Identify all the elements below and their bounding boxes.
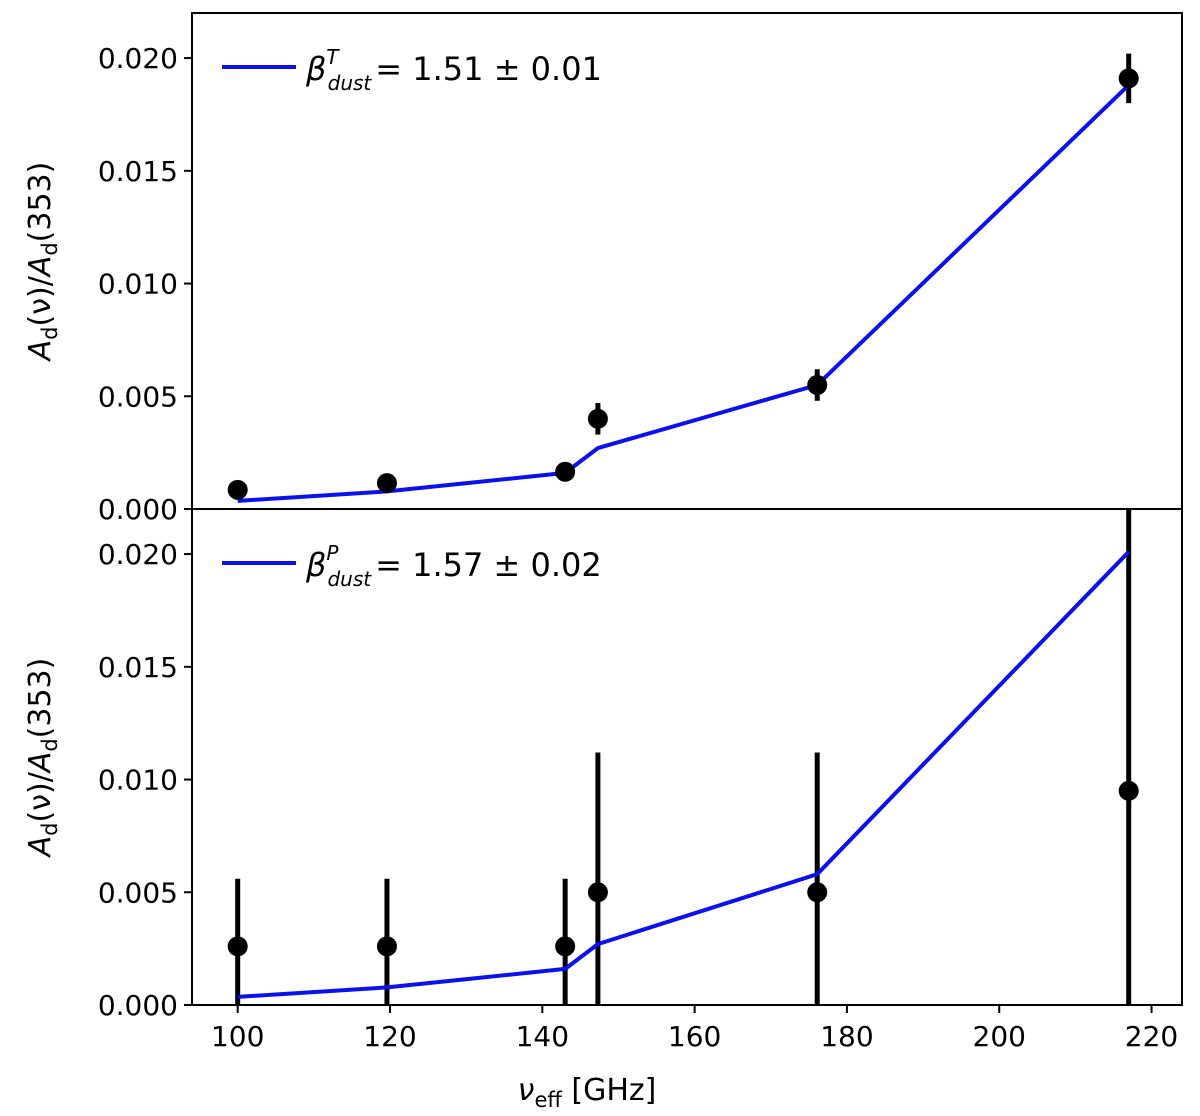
bottom-y-tick-label-2: 0.010 xyxy=(98,764,178,797)
bottom-legend-label: βP dust = 1.57 ± 0.02 xyxy=(305,541,602,591)
bottom-plot-area xyxy=(227,509,1139,1005)
bottom-y-tick-label-4: 0.020 xyxy=(98,538,178,571)
bottom-model-line xyxy=(237,550,1131,999)
x-tick-label-5: 200 xyxy=(973,1020,1026,1053)
bottom-panel: 0.000 0.005 0.010 0.015 0.020 100 120 140 160 18… xyxy=(23,508,1183,1112)
bottom-legend: βP dust = 1.57 ± 0.02 xyxy=(222,541,602,591)
top-data-point-3 xyxy=(587,408,608,429)
bottom-y-tick-label-1: 0.005 xyxy=(98,876,178,909)
bottom-x-ticks: 100 120 140 160 180 200 220 xyxy=(211,1005,1178,1053)
bottom-data-point-1 xyxy=(376,936,397,957)
top-legend-label: βT dust = 1.51 ± 0.01 xyxy=(305,45,602,95)
top-data-point-4 xyxy=(807,375,828,395)
top-data-point-2 xyxy=(555,461,576,482)
bottom-data-point-4 xyxy=(807,882,828,903)
bottom-data-point-2 xyxy=(555,936,576,957)
top-y-ticks: 0.000 0.005 0.010 0.015 0.020 xyxy=(98,42,192,526)
top-plot-area xyxy=(227,53,1139,503)
top-legend: βT dust = 1.51 ± 0.01 xyxy=(222,45,602,95)
top-y-axis-label: Ad(ν)/Ad(353) xyxy=(23,162,62,363)
x-tick-label-4: 180 xyxy=(820,1020,873,1053)
top-data-point-1 xyxy=(376,473,397,494)
top-y-tick-label-0: 0.000 xyxy=(98,493,178,526)
top-y-tick-label-3: 0.015 xyxy=(98,155,178,188)
x-axis-label: νeff [GHz] xyxy=(518,1073,657,1112)
x-tick-label-0: 100 xyxy=(211,1020,264,1053)
bottom-y-axis-label: Ad(ν)/Ad(353) xyxy=(23,658,62,859)
top-data-point-0 xyxy=(227,479,248,500)
top-data-point-5 xyxy=(1118,68,1139,89)
bottom-y-tick-label-3: 0.015 xyxy=(98,651,178,684)
bottom-data-point-3 xyxy=(587,882,608,903)
top-panel: 0.000 0.005 0.010 0.015 0.020 βT dust = 1.51 ±… xyxy=(23,12,1183,526)
bottom-y-tick-label-0: 0.000 xyxy=(98,989,178,1022)
x-tick-label-3: 160 xyxy=(668,1020,721,1053)
x-tick-label-2: 140 xyxy=(516,1020,569,1053)
bottom-frame xyxy=(191,508,1183,1006)
bottom-data-point-0 xyxy=(227,936,248,957)
bottom-y-ticks: 0.000 0.005 0.010 0.015 0.020 xyxy=(98,538,192,1022)
x-tick-label-1: 120 xyxy=(363,1020,416,1053)
top-y-tick-label-2: 0.010 xyxy=(98,268,178,301)
top-y-tick-label-4: 0.020 xyxy=(98,42,178,75)
bottom-data-point-5 xyxy=(1118,780,1139,801)
top-model-line xyxy=(237,83,1131,503)
x-tick-label-6: 220 xyxy=(1125,1020,1178,1053)
top-y-tick-label-1: 0.005 xyxy=(98,380,178,413)
